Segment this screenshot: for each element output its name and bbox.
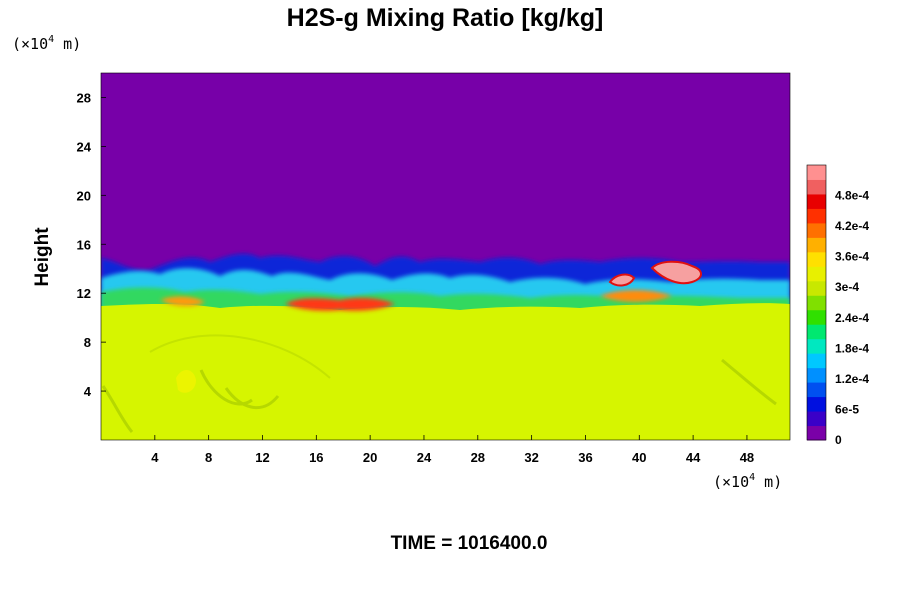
x-tick-label: 32 xyxy=(524,450,538,465)
colorbar-swatch xyxy=(807,309,826,325)
colorbar-swatch xyxy=(807,251,826,267)
y-tick-label: 12 xyxy=(77,286,91,301)
chart-title: H2S-g Mixing Ratio [kg/kg] xyxy=(287,4,604,32)
x-tick-label: 48 xyxy=(740,450,754,465)
colorbar-label: 0 xyxy=(835,433,842,447)
x-tick-label: 44 xyxy=(686,450,701,465)
orange-layer-streak-right xyxy=(600,290,672,302)
y-tick-label: 16 xyxy=(77,237,91,252)
y-axis-label: Height xyxy=(32,227,53,287)
interior-blob-left xyxy=(176,369,196,393)
interior-arc xyxy=(149,334,331,379)
peak-blob xyxy=(650,260,702,285)
x-axis-ticks: 4 8 12 16 20 24 28 32 36 40 44 48 xyxy=(151,435,754,465)
x-axis-unit: (×104 m) xyxy=(713,472,782,491)
colorbar-swatch xyxy=(807,396,826,412)
colorbar-swatch xyxy=(807,425,826,441)
x-tick-label: 4 xyxy=(151,450,159,465)
interior-swirl-right xyxy=(721,358,777,406)
interior-swirl-bottom-left xyxy=(101,385,134,433)
y-axis-ticks: 4 8 12 16 20 24 28 xyxy=(77,90,106,399)
y-tick-label: 20 xyxy=(77,188,91,203)
colorbar-label: 4.2e-4 xyxy=(835,219,869,233)
interior-swirl-left xyxy=(199,369,280,409)
colorbar-swatch xyxy=(807,411,826,427)
peak-blob-small xyxy=(608,273,636,287)
colorbar-swatch xyxy=(807,324,826,340)
plot-frame xyxy=(100,72,791,441)
colorbar-swatch xyxy=(807,179,826,195)
colorbar-label: 3.6e-4 xyxy=(835,250,869,264)
colorbar-label: 1.2e-4 xyxy=(835,372,869,386)
colorbar-label: 6e-5 xyxy=(835,402,859,416)
colorbar-swatch xyxy=(807,165,826,180)
x-tick-label: 8 xyxy=(205,450,212,465)
colorbar-swatch xyxy=(807,208,826,224)
colorbar-swatch xyxy=(807,295,826,311)
x-tick-label: 16 xyxy=(309,450,323,465)
colorbar-swatch xyxy=(807,222,826,238)
colorbar-swatch xyxy=(807,338,826,354)
colorbar xyxy=(806,164,827,441)
colorbar-label: 2.4e-4 xyxy=(835,311,869,325)
x-tick-label: 28 xyxy=(471,450,485,465)
colorbar-swatch xyxy=(807,353,826,369)
colorbar-swatch xyxy=(807,266,826,282)
colorbar-swatch xyxy=(807,237,826,253)
y-tick-label: 28 xyxy=(77,90,91,105)
x-tick-label: 12 xyxy=(255,450,269,465)
colorbar-swatch xyxy=(807,382,826,398)
x-tick-label: 20 xyxy=(363,450,377,465)
colorbar-label: 1.8e-4 xyxy=(835,341,869,355)
colorbar-swatch xyxy=(807,367,826,383)
colorbar-label: 4.8e-4 xyxy=(835,189,869,203)
orange-layer-streak xyxy=(160,296,205,307)
y-axis-unit: (×104 m) xyxy=(12,34,81,53)
heatmap-field xyxy=(101,73,790,440)
red-layer-streak xyxy=(285,297,395,311)
colorbar-frame xyxy=(806,164,827,441)
x-tick-label: 36 xyxy=(578,450,592,465)
colorbar-labels: 0 6e-5 1.2e-4 1.8e-4 2.4e-4 3e-4 3.6e-4 4.2e-4 4… xyxy=(835,189,869,447)
lower-layer xyxy=(101,303,790,440)
colorbar-swatch xyxy=(807,193,826,209)
y-tick-label: 24 xyxy=(77,139,92,154)
y-tick-label: 4 xyxy=(84,384,92,399)
colorbar-swatch xyxy=(807,280,826,296)
x-tick-label: 24 xyxy=(417,450,432,465)
y-tick-label: 8 xyxy=(84,335,91,350)
time-label: TIME = 1016400.0 xyxy=(391,533,548,554)
colorbar-label: 3e-4 xyxy=(835,280,859,294)
x-tick-label: 40 xyxy=(632,450,646,465)
